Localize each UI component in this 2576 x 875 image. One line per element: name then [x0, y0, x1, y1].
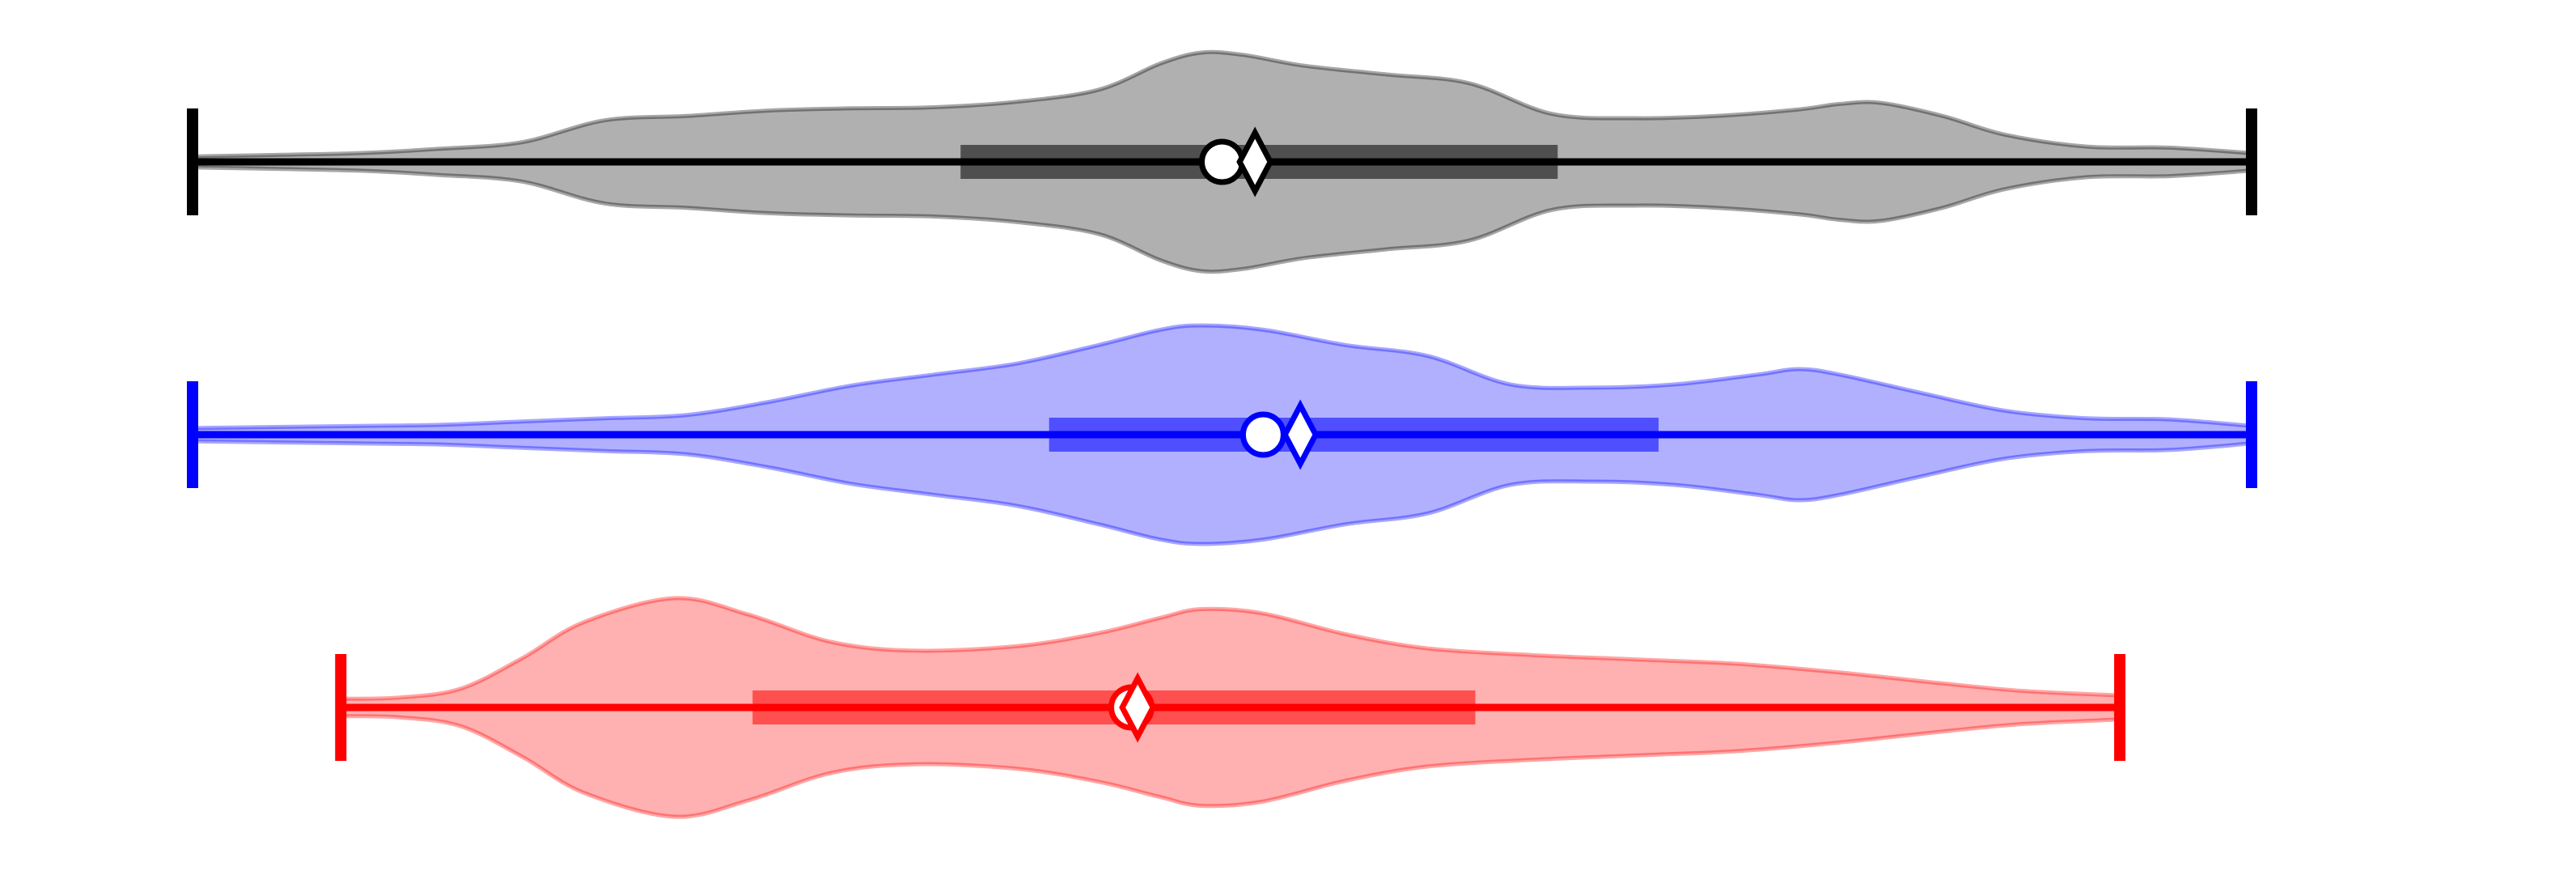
mean-marker-3 — [1119, 672, 1157, 743]
mean-marker-1 — [1236, 126, 1274, 198]
mean-marker-2 — [1282, 399, 1320, 470]
median-marker-2 — [1239, 411, 1286, 458]
iqr-bar-2 — [1049, 418, 1659, 452]
median-marker-1 — [1199, 138, 1245, 185]
